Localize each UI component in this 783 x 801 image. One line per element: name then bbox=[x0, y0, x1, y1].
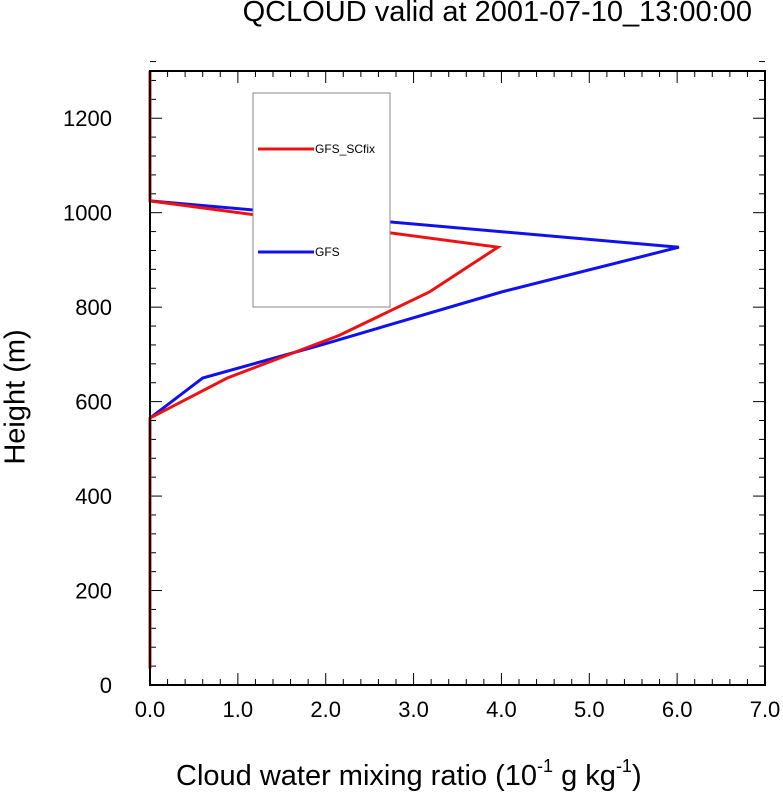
x-tick-label: 4.0 bbox=[486, 697, 517, 722]
chart-title: QCLOUD valid at 2001-07-10_13:00:00 bbox=[242, 0, 752, 28]
plot-frame bbox=[149, 70, 766, 686]
x-tick-label: 0.0 bbox=[135, 697, 166, 722]
x-tick-label: 5.0 bbox=[574, 697, 605, 722]
legend-label: GFS_SCfix bbox=[315, 142, 375, 156]
x-axis-label-exp1: -1 bbox=[537, 756, 554, 776]
x-tick-label: 7.0 bbox=[750, 697, 781, 722]
legend: GFS_SCfix GFS bbox=[252, 92, 391, 308]
y-tick-label: 0 bbox=[100, 673, 112, 698]
y-tick-label: 1200 bbox=[63, 106, 112, 131]
x-axis-label: Cloud water mixing ratio (10-1 g kg-1) bbox=[0, 756, 783, 793]
x-tick-label: 1.0 bbox=[223, 697, 254, 722]
y-tick-label: 600 bbox=[75, 390, 112, 415]
x-tick-label: 3.0 bbox=[398, 697, 429, 722]
tick-labels: 0.0 1.0 2.0 3.0 4.0 5.0 6.0 7.0 0 200 400 600 800 100… bbox=[63, 106, 780, 722]
legend-label: GFS bbox=[315, 245, 340, 259]
x-tick-label: 2.0 bbox=[310, 697, 341, 722]
y-axis-label: Height (m) bbox=[0, 329, 32, 465]
series-lines bbox=[148, 71, 680, 669]
y-tick-label: 800 bbox=[75, 295, 112, 320]
y-tick-label: 400 bbox=[75, 484, 112, 509]
x-tick-label: 6.0 bbox=[662, 697, 693, 722]
y-tick-label: 200 bbox=[75, 579, 112, 604]
legend-box bbox=[252, 92, 391, 308]
x-axis-label-suffix: ) bbox=[631, 760, 642, 792]
series-line-gfs bbox=[148, 71, 680, 669]
y-tick-label: 1000 bbox=[63, 201, 112, 226]
x-axis-label-mid: g kg bbox=[553, 760, 616, 792]
x-axis-label-exp2: -1 bbox=[615, 756, 632, 776]
x-axis-label-prefix: Cloud water mixing ratio (10 bbox=[176, 760, 538, 792]
